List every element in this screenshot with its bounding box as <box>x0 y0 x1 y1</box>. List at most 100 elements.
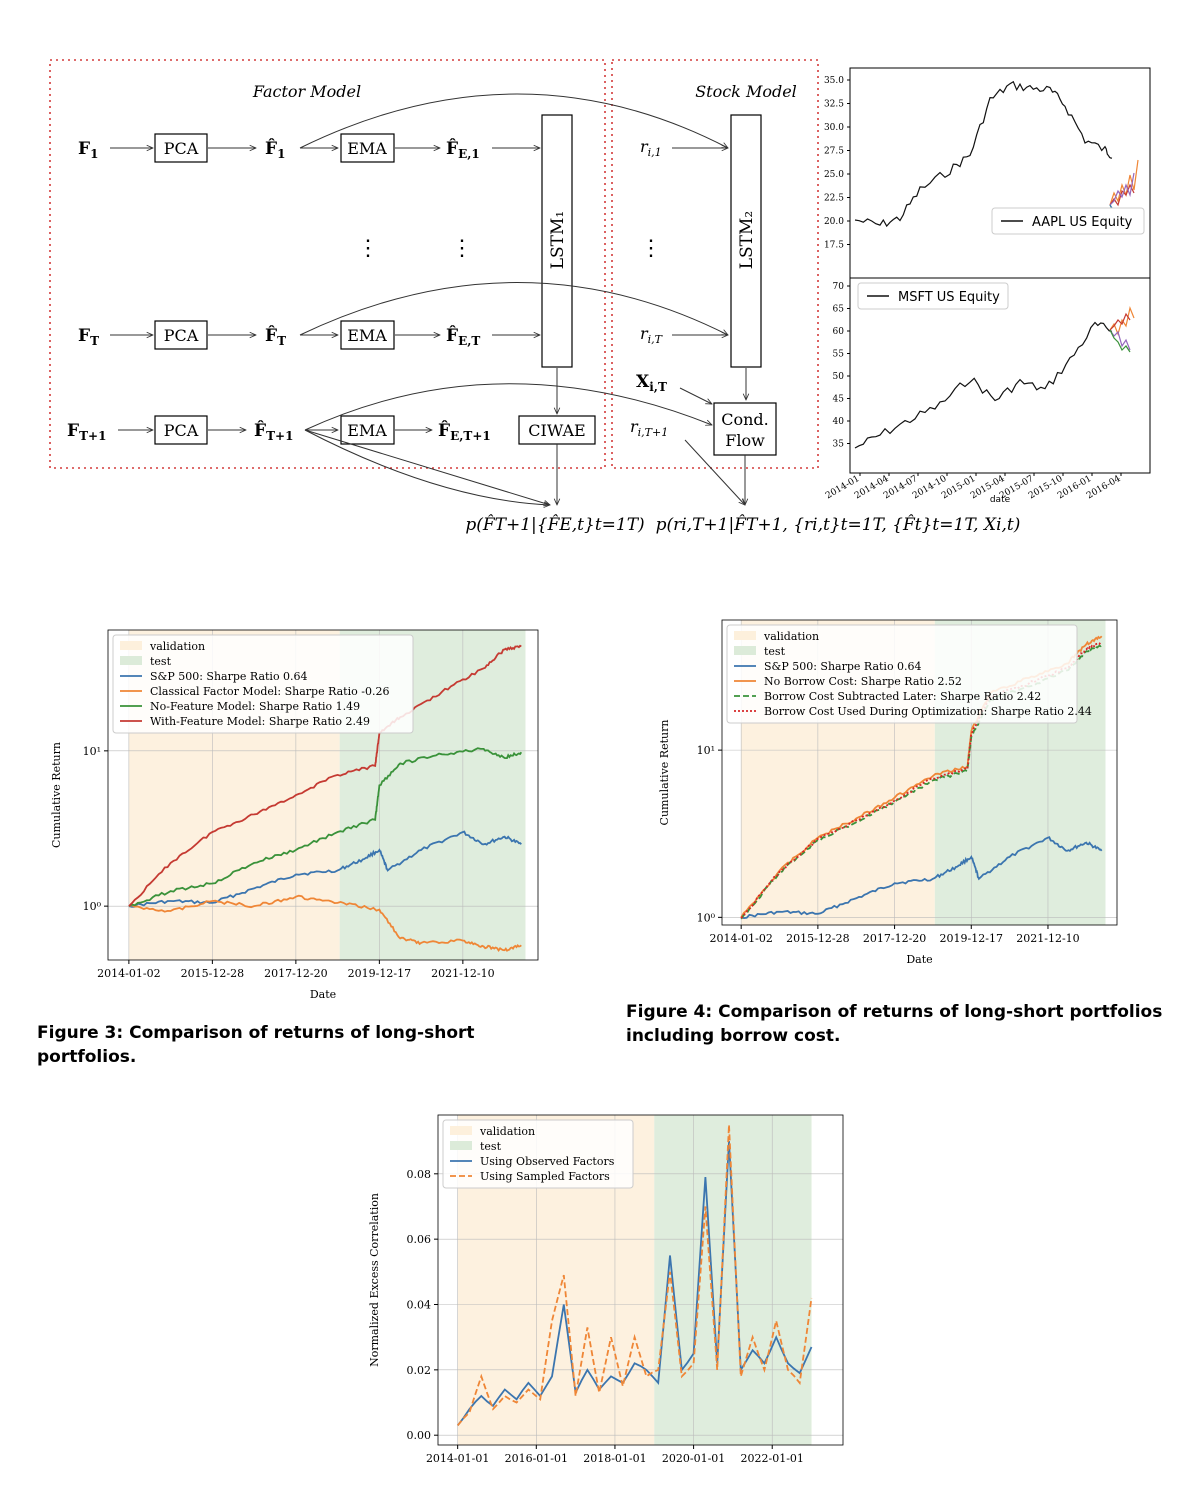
x-tick-label: 2022-01-01 <box>741 1452 804 1465</box>
ema-out-t1: F̂E,T+1 <box>438 421 491 443</box>
test-region <box>654 1115 812 1445</box>
input-ft1: FT+1 <box>67 421 106 443</box>
aapl-ytick: 27.5 <box>824 147 844 157</box>
ema-label: EMA <box>347 421 387 440</box>
aapl-ytick: 32.5 <box>824 100 844 110</box>
msft-ytick: 65 <box>833 305 845 315</box>
msft-legend: MSFT US Equity <box>898 290 1000 305</box>
y-tick-label: 0.04 <box>407 1299 432 1312</box>
series-line <box>128 644 522 907</box>
legend-entry: Borrow Cost Subtracted Later: Sharpe Rat… <box>764 690 1041 703</box>
series-line <box>128 894 522 952</box>
legend: validation test Using Observed Factors Usin… <box>442 1119 634 1189</box>
legend-entry: No Borrow Cost: Sharpe Ratio 2.52 <box>764 675 962 688</box>
r-1: ri,1 <box>640 137 662 159</box>
pca-box <box>154 320 208 350</box>
pca-label: PCA <box>164 326 199 345</box>
aapl-ytick: 22.5 <box>824 194 844 204</box>
y-tick-label: 0.02 <box>407 1364 432 1377</box>
x-tick-label: 2019-12-17 <box>940 932 1003 945</box>
series-line <box>740 836 1103 920</box>
y-axis-label: Normalized Excess Correlation <box>368 1193 381 1367</box>
ema-box <box>340 133 395 163</box>
msft-ytick: 60 <box>833 327 845 337</box>
figure-4-caption-line-1: Figure 4: Comparison of returns of long-… <box>626 1002 1163 1022</box>
formula-right: p(ri,T+1|F̂T+1, {ri,t}t=1T, {F̂t}t=1T, X… <box>656 515 1021 535</box>
x-tick-label: 2016-01-01 <box>505 1452 568 1465</box>
legend-entry: validation <box>763 630 819 643</box>
stock-model-title: Stock Model <box>695 82 797 101</box>
dots-2: ⋮ <box>451 236 473 261</box>
dots-3: ⋮ <box>640 236 662 261</box>
series-line <box>128 747 523 907</box>
x-tick-label: 2019-12-17 <box>348 967 411 980</box>
msft-chart: 70 65 60 55 50 45 40 35 MSFT US Equity <box>833 277 1151 474</box>
y-tick-label: 0.06 <box>407 1233 432 1246</box>
x-tick-label: 2014-01-01 <box>426 1452 489 1465</box>
msft-ytick: 35 <box>833 440 845 450</box>
cond-flow-box <box>713 402 777 456</box>
pca-box <box>154 415 208 445</box>
x-tick-label: 2014-01-02 <box>709 932 772 945</box>
ema-out-t: F̂E,T <box>446 326 480 348</box>
x-tick-label: 2015-12-28 <box>786 932 849 945</box>
x-tick-label: 2020-01-01 <box>662 1452 725 1465</box>
figure-4-caption-line-2: including borrow cost. <box>626 1026 841 1046</box>
y-tick-label: 10⁰ <box>83 900 102 913</box>
x-tick-label: 2015-12-28 <box>181 967 244 980</box>
lstm1-box <box>541 114 573 368</box>
figure-3-caption: Figure 3: Comparison of returns of long-… <box>37 1023 475 1067</box>
legend-entry: test <box>150 655 172 668</box>
legend: validation test S&P 500: Sharpe Ratio 0.64… <box>112 634 414 734</box>
x-tick-label: 2021-12-10 <box>1016 932 1079 945</box>
legend: validation test S&P 500: Sharpe Ratio 0.64… <box>726 624 1092 724</box>
x-tick-label: 2014-01-02 <box>97 967 160 980</box>
r-t: ri,T <box>640 324 664 346</box>
aapl-ytick: 25.0 <box>824 170 844 180</box>
x-tick-label: 2017-12-20 <box>863 932 926 945</box>
pca-label: PCA <box>164 139 199 158</box>
aapl-chart: 35.0 32.5 30.0 27.5 25.0 22.5 20.0 17.5 AAPL US… <box>824 67 1151 299</box>
series-line <box>457 1124 813 1426</box>
architecture-diagram: Factor Model Stock Model F1 PCA F̂1 EMA … <box>49 59 1021 535</box>
row-t1: FT+1 PCA F̂T+1 EMA F̂E,T+1 CIWAE ri,T+1 … <box>67 383 777 505</box>
pca-box <box>154 133 208 163</box>
x-axis-label: Date <box>310 988 336 1000</box>
hat-ft: F̂T <box>265 326 286 348</box>
aapl-ytick: 30.0 <box>824 123 844 133</box>
legend-entry: validation <box>149 640 205 653</box>
msft-ytick: 45 <box>833 395 845 405</box>
y-axis-label: Cumulative Return <box>50 742 63 848</box>
y-tick-label: 0.00 <box>407 1429 432 1442</box>
x-tick-label: 2018-01-01 <box>583 1452 646 1465</box>
msft-ytick: 70 <box>833 282 845 292</box>
legend-entry: test <box>480 1140 502 1153</box>
figure-4-caption: Figure 4: Comparison of returns of long-… <box>626 1000 1166 1048</box>
stock-model-box <box>611 59 819 469</box>
legend-entry: Using Sampled Factors <box>480 1170 610 1183</box>
ema-out-1: F̂E,1 <box>446 139 480 161</box>
input-f1: F1 <box>78 139 98 161</box>
ema-box <box>340 415 395 445</box>
legend-entry: S&P 500: Sharpe Ratio 0.64 <box>150 670 308 683</box>
y-tick-label: 10⁰ <box>697 911 716 924</box>
lstm1-label: LSTM₁ <box>548 211 568 270</box>
y-tick-label: 10¹ <box>697 744 715 757</box>
msft-ytick: 40 <box>833 417 845 427</box>
aapl-ytick: 20.0 <box>824 217 844 227</box>
stock-xlabel: date <box>990 495 1011 505</box>
ciwae-box <box>518 415 596 445</box>
aapl-ytick: 17.5 <box>824 241 844 251</box>
factor-model-box <box>49 59 606 469</box>
series-line <box>128 830 522 908</box>
r-t1: ri,T+1 <box>630 417 668 439</box>
x-it: Xi,T <box>636 372 667 394</box>
y-tick-label: 10¹ <box>83 745 101 758</box>
y-axis-label: Cumulative Return <box>658 720 671 826</box>
row-1: F1 PCA F̂1 EMA F̂E,1 ri,1 <box>78 93 728 163</box>
ema-box <box>340 320 395 350</box>
y-tick-label: 0.08 <box>407 1168 432 1181</box>
figure-3-chart: 2014-01-02 2015-12-28 2017-12-20 2019-12-17… <box>50 629 539 1000</box>
figure-5-chart: 2014-01-01 2016-01-01 2018-01-01 2020-01-01… <box>368 1114 844 1465</box>
x-tick-label: 2017-12-20 <box>264 967 327 980</box>
